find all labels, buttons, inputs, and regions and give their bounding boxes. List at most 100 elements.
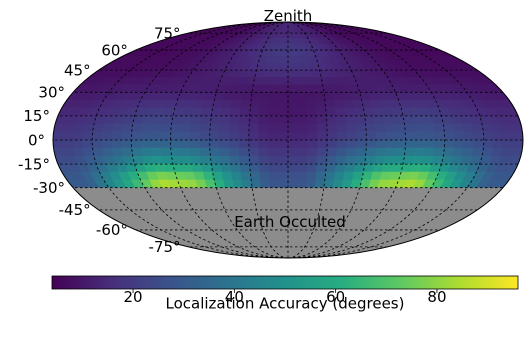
heatmap-cell (72, 139, 84, 149)
meridian-line (287, 22, 446, 258)
heatmap-cell (101, 131, 113, 141)
heatmap-cell (258, 115, 270, 125)
heatmap-cell (353, 163, 366, 173)
heatmap-cell (269, 84, 280, 93)
colorbar (51, 275, 519, 290)
heatmap-cell (268, 171, 280, 181)
heatmap-cell (180, 123, 192, 133)
heatmap-cell (228, 131, 240, 141)
heatmap-cell (313, 84, 325, 93)
heatmap-cell (210, 107, 223, 117)
heatmap-cell (229, 147, 240, 157)
heatmap-cell (364, 155, 376, 165)
heatmap-cell (121, 131, 133, 141)
heatmap-cell (296, 99, 308, 109)
heatmap-cell (295, 62, 305, 71)
heatmap-cell (307, 139, 318, 149)
heatmap-cell (324, 171, 336, 181)
heatmap-cell (404, 131, 416, 141)
heatmap-cell (295, 69, 305, 78)
heatmap-cell (325, 163, 337, 173)
heatmap-cell (303, 69, 314, 78)
heatmap-cell (240, 171, 252, 181)
heatmap-cell (189, 139, 201, 149)
heatmap-cell (258, 147, 269, 157)
heatmap-cell (72, 147, 85, 157)
heatmap-cell (260, 84, 272, 93)
heatmap-cell (219, 155, 231, 165)
heatmap-cell (92, 123, 105, 133)
heatmap-cell (384, 147, 396, 157)
heatmap-cell (150, 123, 163, 133)
heatmap-cell (199, 147, 211, 157)
earth-occulted-label: Earth Occulted (234, 213, 346, 231)
heatmap-cell (263, 62, 274, 71)
heatmap-cell (483, 139, 494, 149)
heatmap-cell (315, 107, 327, 117)
heatmap-cell (209, 139, 220, 149)
heatmap-cell (306, 99, 317, 109)
heatmap-cell (249, 99, 261, 109)
heatmap-cell (141, 123, 153, 133)
heatmap-cell (121, 123, 134, 133)
heatmap-cell (262, 69, 273, 78)
heatmap-cell (326, 155, 337, 165)
heatmap-cell (220, 107, 232, 117)
heatmap-cell (111, 139, 123, 149)
heatmap-cell (287, 179, 298, 188)
heatmap-cell (483, 131, 494, 141)
heatmap-cell (250, 92, 262, 101)
heatmap-cell (365, 139, 377, 149)
heatmap-cell (317, 131, 328, 141)
heatmap-cell (355, 123, 367, 133)
heatmap-cell (353, 107, 366, 117)
heatmap-cell (433, 123, 445, 133)
heatmap-cell (200, 155, 212, 165)
heatmap-cell (277, 115, 289, 125)
heatmap-cell (249, 171, 261, 181)
heatmap-cell (180, 155, 193, 165)
colorbar-ticks: 20 40 60 80 (123, 288, 446, 306)
heatmap-cell (242, 84, 254, 93)
heatmap-cell (62, 147, 75, 157)
heatmap-cell (265, 56, 275, 64)
heatmap-cell (239, 115, 250, 125)
heatmap-cell (72, 123, 85, 133)
heatmap-cell (315, 163, 327, 173)
heatmap-cell (140, 131, 152, 141)
heatmap-cell (282, 32, 289, 39)
heatmap-cell (179, 139, 191, 149)
heatmap-cell (326, 115, 337, 125)
heatmap-cell (249, 107, 261, 117)
heatmap-cell (258, 107, 270, 117)
heatmap-cell (316, 155, 328, 165)
heatmap-cell (268, 155, 279, 165)
heatmap-cell (92, 147, 105, 157)
heatmap-cell (53, 139, 64, 149)
heatmap-cell (221, 99, 234, 109)
heatmap-cell (287, 155, 299, 165)
heatmap-cell (385, 131, 397, 141)
heatmap-cell (276, 37, 284, 45)
heatmap-cell (463, 139, 475, 149)
heatmap-cell (238, 131, 250, 141)
heatmap-cell (501, 123, 514, 133)
heatmap-cell (72, 131, 84, 141)
heatmap-cell (268, 139, 279, 149)
heatmap-cell (434, 139, 445, 149)
heatmap-cell (442, 147, 455, 157)
heatmap-cell (131, 147, 143, 157)
heatmap-cell (473, 131, 485, 141)
latitude-tick-label: 15° (23, 107, 50, 125)
heatmap-cell (287, 123, 299, 133)
heatmap-cell (314, 179, 326, 188)
heatmap-cell (121, 139, 133, 149)
heatmap-cell (287, 147, 299, 157)
heatmap-cell (333, 99, 345, 109)
heatmap-cell (335, 155, 347, 165)
latitude-tick-label: -30° (33, 179, 65, 197)
heatmap-cell (471, 147, 484, 157)
heatmap-cell (345, 147, 357, 157)
heatmap-cell (141, 147, 153, 157)
heatmap-cell (443, 139, 455, 149)
